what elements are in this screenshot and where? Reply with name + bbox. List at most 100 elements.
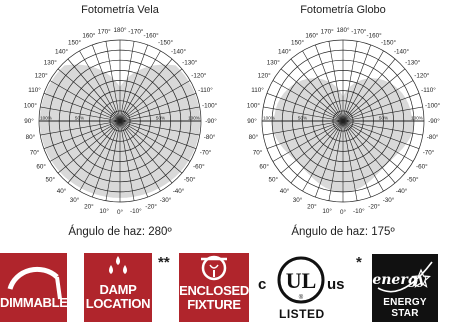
angle-label: 110° xyxy=(251,86,264,94)
radial-scale-label: 100% xyxy=(263,116,275,121)
grid-spoke xyxy=(342,80,414,122)
energy-script: energy xyxy=(372,272,426,288)
angle-label: 70° xyxy=(30,148,40,156)
angle-label: -110° xyxy=(198,86,213,94)
grid-spoke xyxy=(342,93,420,122)
damp-label-line1: DAMP xyxy=(99,282,137,297)
grid-spoke xyxy=(342,120,423,136)
angle-label: 20° xyxy=(84,203,94,211)
angle-label: -10° xyxy=(130,207,142,215)
ul-letters: UL xyxy=(286,268,317,293)
grid-spoke xyxy=(43,120,121,149)
angle-label: 10° xyxy=(99,207,109,215)
grid-spoke xyxy=(290,120,344,184)
grid-spoke xyxy=(105,120,121,201)
angle-label: -90° xyxy=(205,117,217,125)
beam-angle-vela: Ángulo de haz: 280º xyxy=(68,226,172,238)
grid-spoke xyxy=(342,68,406,122)
angle-label: -40° xyxy=(396,187,408,195)
photometry-plot-vela: 0° 10° 20° 30°40°50°60° 70° 80° 90° 100° 110° 120… xyxy=(24,26,218,216)
grid-spoke xyxy=(79,120,121,192)
angle-label: 140° xyxy=(55,48,69,56)
grid-spoke xyxy=(119,41,135,122)
angle-label: 0° xyxy=(117,208,124,216)
angle-label: -50° xyxy=(407,176,419,184)
angle-label: 100° xyxy=(247,101,261,109)
dimmable-label: DIMMABLE xyxy=(0,295,68,310)
angle-label: -30° xyxy=(160,196,172,204)
energy-star-badge: energy ENERGY STAR xyxy=(372,254,438,322)
grid-spoke xyxy=(119,120,197,149)
grid-spoke xyxy=(119,120,161,192)
angle-label: 130° xyxy=(44,59,58,67)
angle-label: -20° xyxy=(368,203,380,211)
grid-spoke xyxy=(342,120,406,174)
angle-label: 0° xyxy=(340,208,347,216)
grid-spoke xyxy=(119,68,183,122)
grid-spoke xyxy=(342,41,358,122)
angle-label: 50° xyxy=(46,176,56,184)
grid-spoke xyxy=(280,120,344,174)
angle-label: 30° xyxy=(70,196,80,204)
angle-label: 90° xyxy=(247,117,257,125)
angle-label: -40° xyxy=(173,187,185,195)
grid-spoke xyxy=(119,120,135,201)
grid-spoke xyxy=(92,120,121,198)
grid-spoke xyxy=(79,50,121,122)
angle-label: 150° xyxy=(68,38,82,46)
grid-spoke xyxy=(328,41,344,122)
grid-spoke xyxy=(57,120,121,174)
angle-label: 10° xyxy=(322,207,332,215)
angle-label: -120° xyxy=(191,72,207,80)
grid-spoke xyxy=(263,106,344,122)
angle-label: 80° xyxy=(249,133,259,141)
angle-label: 60° xyxy=(36,163,46,171)
plot-title-vela: Fotometría Vela xyxy=(81,4,159,16)
grid-spoke xyxy=(328,120,344,201)
angle-label: -170° xyxy=(128,28,144,36)
grid-spoke xyxy=(342,120,371,198)
angle-label: -10° xyxy=(353,207,365,215)
grid-spoke xyxy=(263,120,344,136)
angle-label: -100° xyxy=(425,101,441,109)
grid-spoke xyxy=(40,106,121,122)
grid-spoke xyxy=(43,93,121,122)
enclosed-label-line2: FIXTURE xyxy=(187,297,241,312)
angle-label: 40° xyxy=(57,187,67,195)
angle-label: 120° xyxy=(258,72,272,80)
angle-label: -170° xyxy=(351,28,367,36)
radial-scale-label: 50% xyxy=(156,116,165,121)
angle-label: 100° xyxy=(24,101,38,109)
ul-us-mark: us xyxy=(327,276,345,293)
damp-label-line2: LOCATION xyxy=(85,296,151,311)
radial-scale-label: 100% xyxy=(40,116,52,121)
angle-label: 150° xyxy=(291,38,305,46)
grid-spoke xyxy=(119,44,148,122)
enclosed-bulb-icon xyxy=(201,255,227,281)
ul-c-mark: c xyxy=(258,276,267,293)
grid-spoke xyxy=(272,120,344,162)
grid-spoke xyxy=(119,50,161,122)
grid-spoke xyxy=(119,58,173,122)
beam-angle-globo: Ángulo de haz: 175º xyxy=(291,226,395,238)
dimmer-arc-icon xyxy=(7,266,62,300)
grid-spoke xyxy=(40,120,121,136)
grid-spoke xyxy=(119,120,191,162)
angle-label: 170° xyxy=(98,28,112,36)
angle-label: 160° xyxy=(305,32,319,40)
grid-spoke xyxy=(315,120,344,198)
grid-spoke xyxy=(105,41,121,122)
grid-spoke xyxy=(67,120,121,184)
angle-label: -140° xyxy=(394,48,410,56)
angle-label: 130° xyxy=(267,59,281,67)
angle-label: -100° xyxy=(202,101,218,109)
grid-spoke xyxy=(266,120,344,149)
dimmable-badge: DIMMABLE xyxy=(0,253,68,322)
angle-label: -20° xyxy=(145,203,157,211)
grid-spoke xyxy=(266,93,344,122)
grid-spoke xyxy=(67,58,121,122)
angle-label: -60° xyxy=(193,163,205,171)
grid-spoke xyxy=(49,80,121,122)
energy-star-logo: energy xyxy=(372,261,433,293)
